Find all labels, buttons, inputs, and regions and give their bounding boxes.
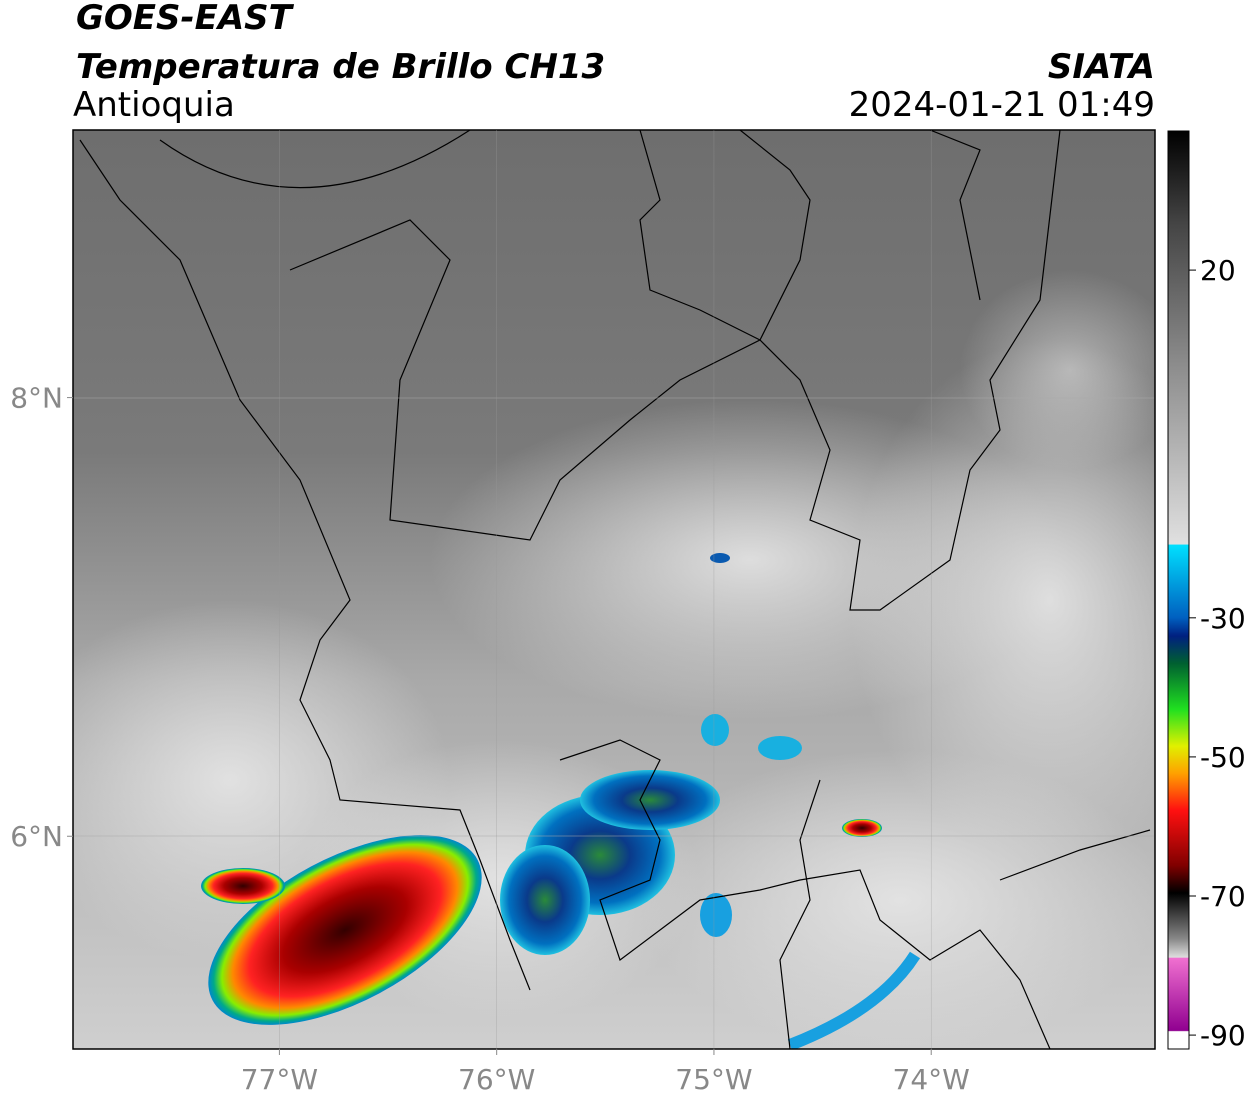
colorbar-tick-label: 20 bbox=[1200, 254, 1236, 287]
colorbar-tick-label: -90 bbox=[1200, 1019, 1246, 1052]
subtitle: Temperatura de Brillo CH13 bbox=[76, 47, 605, 87]
colorbar bbox=[1167, 130, 1190, 1050]
y-tick-label: 6°N bbox=[10, 820, 63, 853]
x-tick-label: 74°W bbox=[893, 1063, 970, 1096]
x-tick-label: 76°W bbox=[458, 1063, 535, 1096]
map-image bbox=[73, 130, 1155, 1049]
region: Antioquia bbox=[73, 85, 235, 125]
x-tick-label: 75°W bbox=[675, 1063, 752, 1096]
colorbar-tick-label: -30 bbox=[1200, 602, 1246, 635]
title: GOES-EAST bbox=[76, 0, 295, 38]
x-tick-label: 77°W bbox=[241, 1063, 318, 1096]
datetime: 2024-01-21 01:49 bbox=[849, 85, 1155, 125]
map-frame bbox=[72, 129, 1156, 1050]
colorbar-tick-label: -70 bbox=[1200, 880, 1246, 913]
y-tick-label: 8°N bbox=[10, 382, 63, 415]
colorbar-tick-label: -50 bbox=[1200, 741, 1246, 774]
source: SIATA bbox=[1048, 47, 1155, 87]
